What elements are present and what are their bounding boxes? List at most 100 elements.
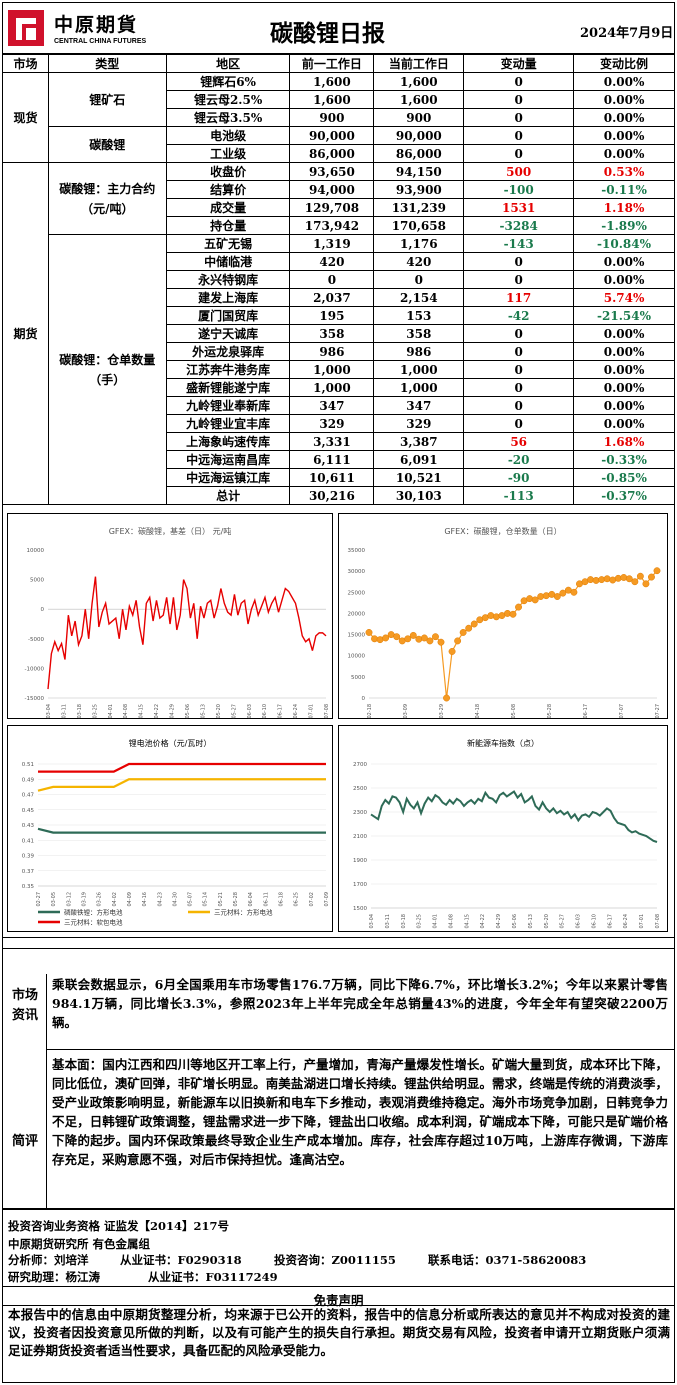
curr-cell: 6,091 xyxy=(373,450,465,469)
x-tick-label: 04-29 xyxy=(496,914,502,929)
prev-cell: 3,331 xyxy=(289,432,375,451)
logo-text: 中原期貨 xyxy=(54,14,139,36)
x-tick-label: 06-04 xyxy=(248,892,254,907)
x-tick-label: 06-17 xyxy=(583,704,589,719)
x-tick-label: 06-03 xyxy=(247,704,253,719)
x-tick-label: 03-18 xyxy=(77,704,83,719)
region-cell: 江苏奔牛港务库 xyxy=(165,360,291,379)
chg-cell: 0 xyxy=(463,252,575,271)
chg-cell: 1531 xyxy=(463,198,575,217)
x-tick-label: 03-19 xyxy=(81,892,87,907)
table-row: 九岭锂业宜丰库 329 329 0 0.00% xyxy=(3,414,675,433)
x-tick-label: 04-08 xyxy=(123,704,129,719)
disclaimer-title: 免责声明 xyxy=(313,1293,364,1308)
region-cell: 锂云母2.5% xyxy=(165,90,291,109)
prev-cell: 420 xyxy=(289,252,375,271)
y-tick-label: 0.35 xyxy=(22,884,35,890)
data-point xyxy=(426,637,434,645)
prev-cell: 94,000 xyxy=(289,180,375,199)
data-point xyxy=(404,635,412,643)
prev-cell: 1,600 xyxy=(289,72,375,91)
license-line: 投资咨询业务资格 证监发【2014】217号 xyxy=(8,1219,230,1233)
x-tick-label: 03-25 xyxy=(417,914,423,929)
divider xyxy=(46,1049,675,1050)
pct-cell: 0.00% xyxy=(573,414,675,433)
x-tick-label: 04-23 xyxy=(157,892,163,907)
curr-cell: 2,154 xyxy=(373,288,465,307)
x-tick-label: 05-20 xyxy=(216,704,222,719)
series-line xyxy=(38,762,326,773)
column-header: 变动量 xyxy=(463,54,575,73)
table-row: 碳酸锂 电池级 90,000 90,000 0 0.00% xyxy=(3,126,675,163)
region-cell: 持仓量 xyxy=(165,216,291,235)
x-tick-label: 03-04 xyxy=(369,914,375,929)
x-tick-label: 03-04 xyxy=(46,704,52,719)
chg-cell: -143 xyxy=(463,234,575,253)
y-tick-label: 30000 xyxy=(348,569,366,575)
y-tick-label: 2700 xyxy=(353,762,367,768)
x-tick-label: 06-10 xyxy=(591,914,597,929)
prev-cell: 358 xyxy=(289,324,375,343)
prev-cell: 173,942 xyxy=(289,216,375,235)
disclaimer-text: 本报告中的信息由中原期货整理分析，均来源于已公开的资料，报告中的信息分析或所表达… xyxy=(8,1307,670,1358)
pct-cell: 5.74% xyxy=(573,288,675,307)
y-tick-label: 0.37 xyxy=(22,869,35,875)
y-tick-label: 25000 xyxy=(348,590,366,596)
report-title: 碳酸锂日报 xyxy=(270,21,385,47)
x-tick-label: 03-29 xyxy=(439,704,445,719)
pct-cell: 0.00% xyxy=(573,324,675,343)
chg-cell: 0 xyxy=(463,90,575,109)
x-tick-label: 06-10 xyxy=(262,704,268,719)
curr-cell: 358 xyxy=(373,324,465,343)
x-tick-label: 05-07 xyxy=(188,892,194,907)
table-row: 结算价 94,000 93,900 -100 -0.11% xyxy=(3,180,675,199)
x-tick-label: 05-06 xyxy=(512,914,518,929)
chg-cell: 500 xyxy=(463,162,575,181)
region-cell: 锂辉石6% xyxy=(165,72,291,91)
prev-cell: 900 xyxy=(289,108,375,127)
x-tick-label: 05-06 xyxy=(185,704,191,719)
region-cell: 建发上海库 xyxy=(165,288,291,307)
region-cell: 五矿无锡 xyxy=(165,234,291,253)
pct-cell: 0.00% xyxy=(573,378,675,397)
region-cell: 遂宁天诚库 xyxy=(165,324,291,343)
data-point xyxy=(470,620,478,628)
table-row: 碳酸锂：仓单数量（手） 五矿无锡 1,319 1,176 -143 -10.84% xyxy=(3,234,675,505)
market-cell: 现货 xyxy=(2,72,49,163)
curr-cell: 3,387 xyxy=(373,432,465,451)
chg-cell: 0 xyxy=(463,270,575,289)
chg-cell: -20 xyxy=(463,450,575,469)
x-tick-label: 04-16 xyxy=(142,892,148,907)
table-row: 现货 锂矿石 锂辉石6% 1,600 1,600 0 0.00% xyxy=(2,72,675,163)
chart-title: GFEX：碳酸锂，基差（日） 元/吨 xyxy=(108,527,232,536)
column-header: 地区 xyxy=(165,54,291,73)
table-row: 九岭锂业奉新库 347 347 0 0.00% xyxy=(3,396,675,415)
divider xyxy=(2,1305,675,1306)
logo-icon xyxy=(8,10,44,46)
prev-cell: 93,650 xyxy=(289,162,375,181)
prev-cell: 2,037 xyxy=(289,288,375,307)
x-tick-label: 06-17 xyxy=(607,914,613,929)
x-tick-label: 03-18 xyxy=(401,914,407,929)
y-tick-label: 10000 xyxy=(27,548,45,554)
data-point xyxy=(448,648,456,655)
y-tick-label: 0.51 xyxy=(22,762,34,768)
legend-label: 三元材料：方形电池 xyxy=(214,908,273,917)
x-tick-label: 04-01 xyxy=(433,914,439,929)
prev-cell: 347 xyxy=(289,396,375,415)
pct-cell: 0.53% xyxy=(573,162,675,181)
table-row: 厦门国贸库 195 153 -42 -21.54% xyxy=(3,306,675,325)
legend-label: 三元材料：软包电池 xyxy=(64,918,123,927)
region-cell: 收盘价 xyxy=(165,162,291,181)
curr-cell: 153 xyxy=(373,306,465,325)
warrant-chart: GFEX：碳酸锂，仓单数量（日） 35000 30000 25000 20000 150… xyxy=(338,513,668,719)
prev-cell: 86,000 xyxy=(289,144,375,163)
pct-cell: 0.00% xyxy=(573,108,675,127)
curr-cell: 986 xyxy=(373,342,465,361)
x-tick-label: 04-30 xyxy=(172,892,178,907)
x-tick-label: 04-15 xyxy=(464,914,470,929)
data-point xyxy=(625,575,633,583)
pct-cell: 0.00% xyxy=(573,90,675,109)
data-point xyxy=(454,637,462,645)
x-tick-label: 05-14 xyxy=(203,892,209,907)
